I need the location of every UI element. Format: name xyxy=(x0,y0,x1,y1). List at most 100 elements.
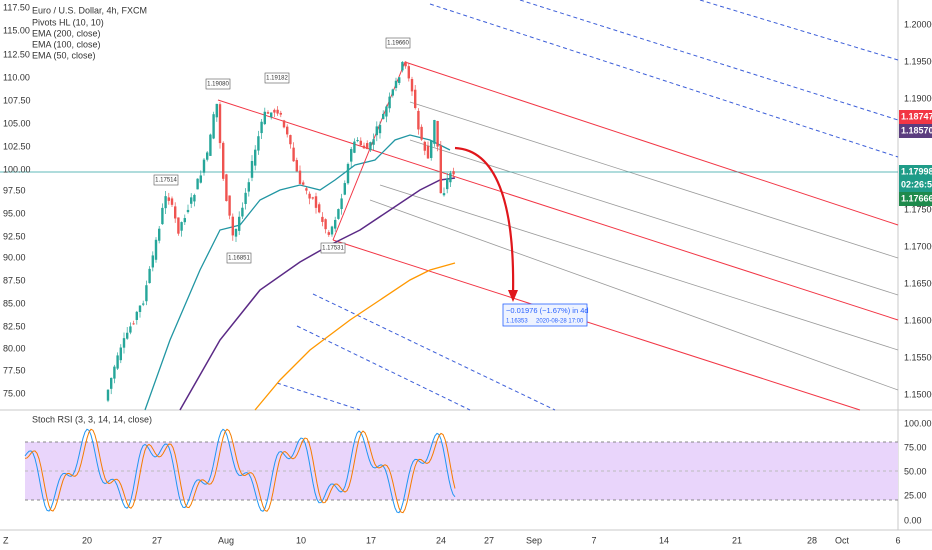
candle-body xyxy=(142,303,145,305)
candle-body xyxy=(228,195,231,216)
legend-indicator: EMA (200, close) xyxy=(32,28,101,38)
candle-body xyxy=(318,204,321,213)
candle-body xyxy=(145,285,148,302)
candle-body xyxy=(225,174,228,202)
candle-body xyxy=(436,120,439,147)
time-axis-label: 27 xyxy=(152,535,162,545)
candle-body xyxy=(298,170,302,184)
candle-body xyxy=(388,96,391,109)
candle-body xyxy=(186,209,190,213)
pitchfork-line xyxy=(332,239,861,411)
candle-body xyxy=(330,226,334,235)
channel-line xyxy=(409,139,899,296)
candle-body xyxy=(202,159,206,173)
pivot-label: 1.19182 xyxy=(266,76,288,82)
left-axis-label: 82.50 xyxy=(3,321,26,331)
channel-line xyxy=(379,184,899,351)
candle-body xyxy=(113,366,116,379)
price-label: 1.17666 xyxy=(901,193,932,203)
drawings xyxy=(0,0,899,514)
candle-body xyxy=(129,326,132,333)
left-axis-label: 100.00 xyxy=(3,164,31,174)
candle-body xyxy=(215,103,218,118)
oscillator-title: Stoch RSI (3, 3, 14, 14, close) xyxy=(32,414,152,424)
time-axis-label: 10 xyxy=(296,535,306,545)
candle-body xyxy=(209,134,212,156)
dashed-line xyxy=(429,3,899,158)
candle-body xyxy=(353,141,356,153)
dashed-line xyxy=(519,0,899,121)
candle-body xyxy=(260,121,263,134)
dashed-line xyxy=(312,293,556,411)
price-label-box xyxy=(899,165,932,179)
left-axis-label: 110.00 xyxy=(3,72,30,82)
candle-body xyxy=(231,216,234,236)
left-axis-label: 112.50 xyxy=(3,49,30,59)
zoom-button[interactable]: Z xyxy=(3,535,9,545)
price-label: 1.18747 xyxy=(901,111,932,121)
price-axis-label: 1.17000 xyxy=(904,241,932,251)
candle-body xyxy=(212,114,215,139)
candle-body xyxy=(417,110,420,130)
candle-body xyxy=(257,136,260,151)
price-axis-label: 1.15000 xyxy=(904,389,932,399)
candle-body xyxy=(407,66,410,79)
price-axis-label: 1.20000 xyxy=(904,19,932,29)
candle-body xyxy=(177,217,180,234)
measure-price: 1.16353 xyxy=(506,319,528,325)
candle-body xyxy=(250,161,254,178)
time-axis-label: 24 xyxy=(436,535,446,545)
candle-body xyxy=(151,255,154,268)
candle-body xyxy=(238,216,241,231)
time-axis-label: 7 xyxy=(591,535,596,545)
pivot-box xyxy=(205,78,231,90)
candle-body xyxy=(116,355,119,369)
candle-body xyxy=(292,147,295,162)
candle-body xyxy=(138,305,142,313)
candle-body xyxy=(394,80,398,88)
candle-body xyxy=(164,196,167,209)
time-axis-label: 6 xyxy=(895,535,900,545)
time-axis-label: Oct xyxy=(835,535,850,545)
left-axis-label: 90.00 xyxy=(3,252,26,262)
candle-body xyxy=(183,218,186,223)
price-axis-label: 1.17500 xyxy=(904,204,932,214)
candle-body xyxy=(266,112,270,114)
left-axis-label: 95.00 xyxy=(3,208,26,218)
candle-body xyxy=(359,140,362,146)
candle-body xyxy=(442,193,446,196)
price-axis-label: 1.19000 xyxy=(904,93,932,103)
candle-body xyxy=(382,113,385,120)
candle-body xyxy=(366,143,369,150)
oscillator-axis-label: 0.00 xyxy=(904,515,922,525)
candle-body xyxy=(340,198,343,210)
pitchfork-line xyxy=(404,61,899,226)
time-axis-label: Aug xyxy=(218,535,234,545)
ema-200 xyxy=(254,262,456,411)
pivot-label: 1.17531 xyxy=(322,246,344,252)
legend-indicator: EMA (100, close) xyxy=(32,39,101,49)
price-label: 1.18570 xyxy=(901,125,932,135)
time-axis-label: Sep xyxy=(526,535,542,545)
candle-body xyxy=(122,338,126,348)
candle-body xyxy=(337,209,340,219)
forecast-arrow xyxy=(454,146,515,296)
measure-box xyxy=(502,303,588,327)
candle-body xyxy=(343,183,346,195)
candle-body xyxy=(375,126,378,136)
candle-body xyxy=(404,61,407,67)
candle-body xyxy=(420,126,423,140)
candle-body xyxy=(193,194,196,202)
candle-body xyxy=(324,219,327,230)
candle-body xyxy=(350,149,353,162)
candle-body xyxy=(423,141,426,151)
candle-body xyxy=(449,173,452,183)
candle-body xyxy=(433,119,436,144)
candle-body xyxy=(410,79,414,92)
candle-body xyxy=(110,377,113,389)
pivot-label: 1.19080 xyxy=(207,82,229,88)
candle-body xyxy=(439,145,442,194)
left-axis-label: 77.50 xyxy=(3,365,26,375)
candle-body xyxy=(426,146,430,159)
